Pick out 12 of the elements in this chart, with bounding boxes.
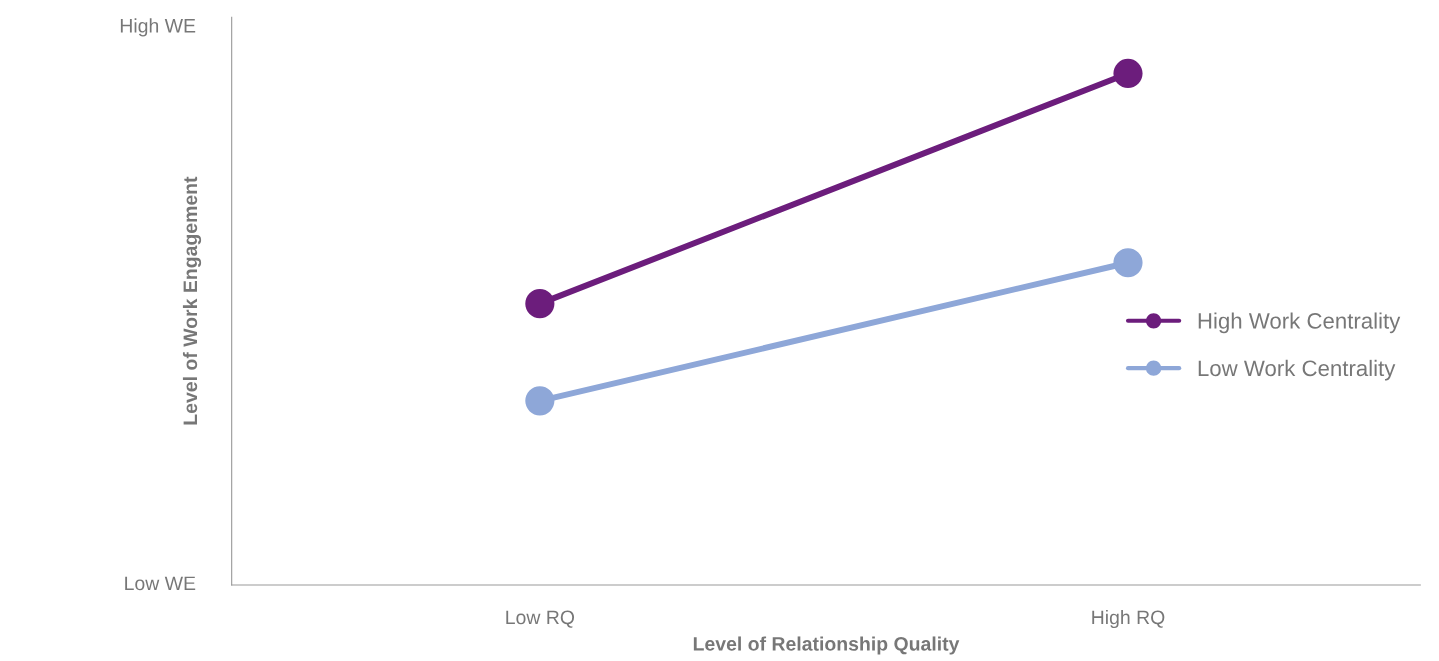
x-tick-label: Low RQ xyxy=(506,610,575,628)
legend-label: High Work Centrality xyxy=(1198,312,1401,334)
text: Low WE xyxy=(125,576,196,591)
text: High WE xyxy=(120,18,196,37)
point xyxy=(1113,248,1143,278)
point xyxy=(525,289,555,319)
y-axis-title: Level of Work Engagement xyxy=(182,176,202,425)
legend-label: Low Work Centrality xyxy=(1198,359,1396,381)
x-axis-title: Level of Relationship Quality xyxy=(693,636,960,655)
point xyxy=(1113,58,1143,89)
point xyxy=(525,386,555,416)
x-tick-label: High RQ xyxy=(1092,609,1165,629)
